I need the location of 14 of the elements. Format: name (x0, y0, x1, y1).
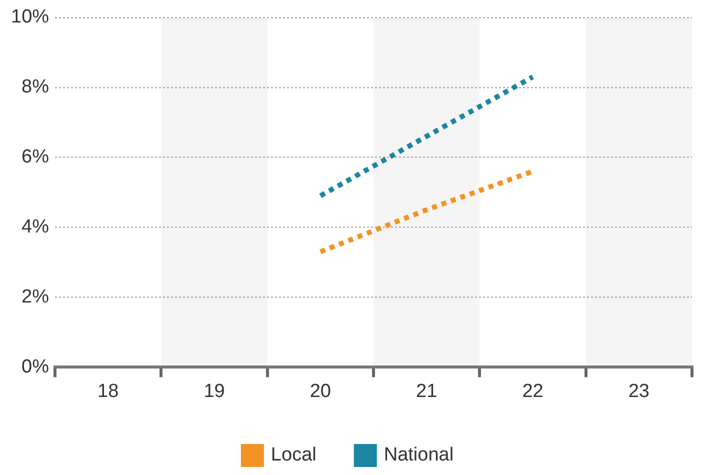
y-tick-label: 6% (22, 146, 50, 168)
x-tick-label: 21 (416, 380, 438, 402)
x-tick-label: 19 (204, 380, 225, 402)
y-tick-label: 10% (10, 6, 50, 28)
y-tick-label: 4% (22, 216, 50, 238)
x-tick-label: 23 (628, 380, 650, 402)
legend-label: Local (270, 444, 316, 466)
y-tick-label: 8% (22, 76, 50, 98)
x-tick-label: 22 (522, 380, 544, 402)
y-tick-label: 0% (22, 356, 50, 378)
x-tick-label: 18 (98, 380, 119, 402)
legend-label: National (384, 444, 454, 466)
x-tick-label: 20 (310, 380, 332, 402)
y-tick-label: 2% (22, 286, 50, 308)
